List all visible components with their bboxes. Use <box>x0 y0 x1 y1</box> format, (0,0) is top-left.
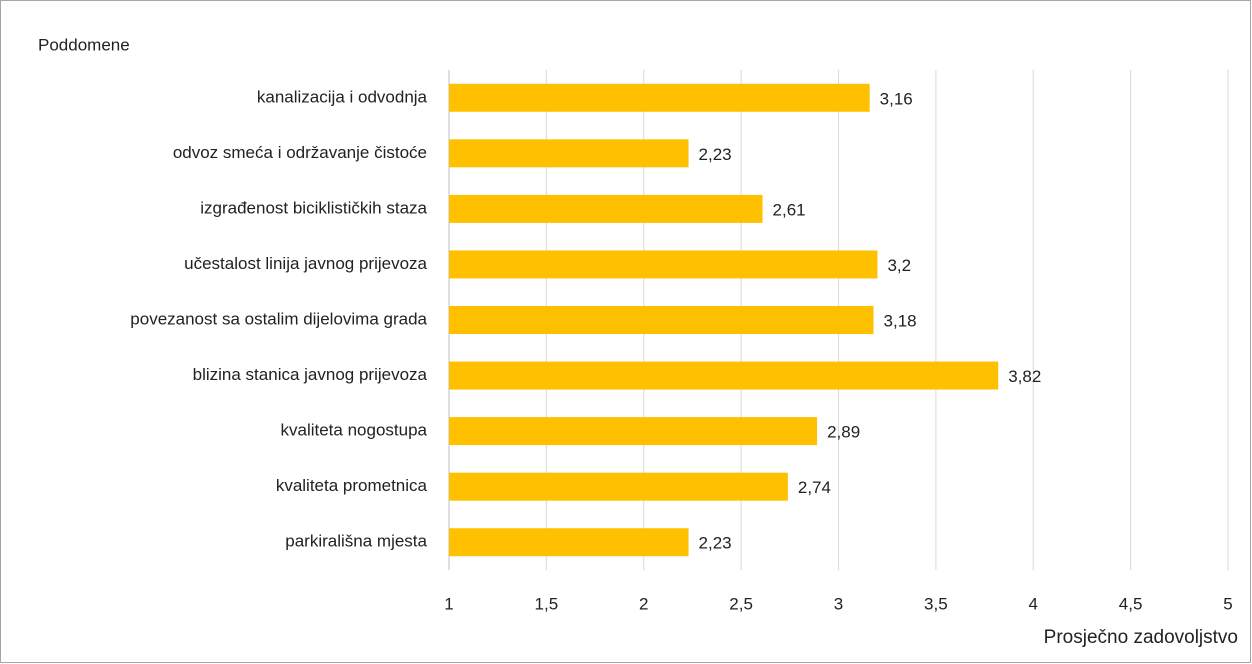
x-tick-label: 2 <box>639 594 648 613</box>
x-tick-label: 3 <box>834 594 843 613</box>
bar <box>449 472 788 501</box>
y-tick-label: učestalost linija javnog prijevoza <box>184 254 427 273</box>
x-tick-label: 3,5 <box>924 594 948 613</box>
y-tick-label: blizina stanica javnog prijevoza <box>193 365 428 384</box>
bar <box>449 361 999 390</box>
x-tick-label: 2,5 <box>729 594 753 613</box>
bar <box>449 139 689 168</box>
bar <box>449 83 870 112</box>
x-tick-label: 5 <box>1223 594 1232 613</box>
x-tick-label: 4 <box>1029 594 1038 613</box>
x-tick-label: 1 <box>444 594 453 613</box>
y-tick-label: kanalizacija i odvodnja <box>257 87 428 106</box>
bar <box>449 194 763 223</box>
x-tick-label: 4,5 <box>1119 594 1143 613</box>
y-tick-label: odvoz smeća i održavanje čistoće <box>173 143 427 162</box>
bar <box>449 250 878 279</box>
value-label: 3,82 <box>1008 367 1041 386</box>
y-tick-label: izgrađenost biciklističkih staza <box>200 198 427 217</box>
value-label: 2,74 <box>798 478 831 497</box>
value-label: 3,18 <box>884 311 917 330</box>
y-tick-label: kvaliteta prometnica <box>276 476 428 495</box>
value-label: 3,2 <box>887 256 911 275</box>
value-label: 2,61 <box>773 200 806 219</box>
bar <box>449 528 689 557</box>
y-tick-label: povezanost sa ostalim dijelovima grada <box>130 309 427 328</box>
value-label: 2,89 <box>827 423 860 442</box>
bar <box>449 306 874 334</box>
value-label: 2,23 <box>699 534 732 553</box>
y-tick-label: kvaliteta nogostupa <box>281 421 428 440</box>
x-axis-title: Prosječno zadovoljstvo <box>1044 627 1238 648</box>
x-tick-label: 1,5 <box>535 594 559 613</box>
bar <box>449 417 818 446</box>
value-label: 2,23 <box>699 145 732 164</box>
y-axis-title: Poddomene <box>38 35 130 54</box>
y-tick-label: parkirališna mjesta <box>285 532 427 551</box>
value-label: 3,16 <box>880 89 913 108</box>
